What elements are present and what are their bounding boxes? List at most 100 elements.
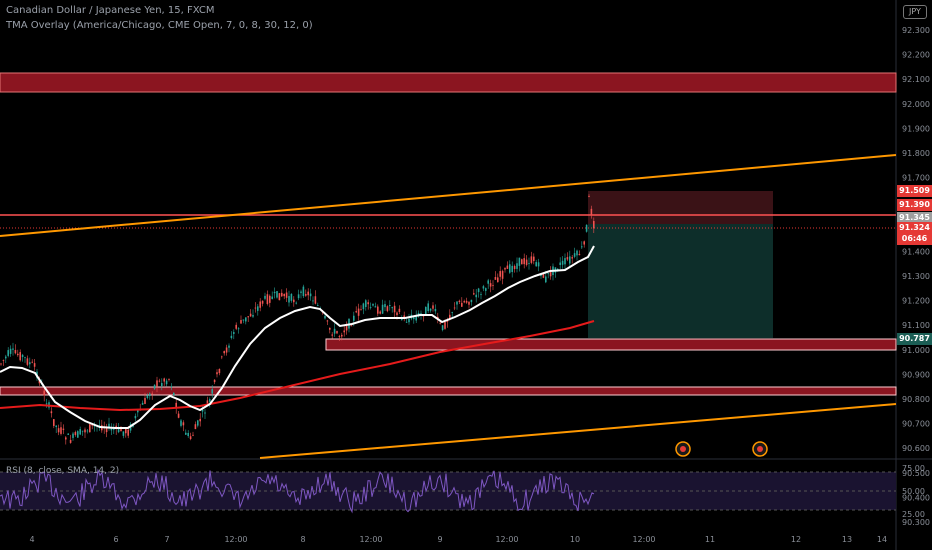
rsi-axis[interactable]: 75.00 50.00 25.00: [902, 464, 925, 519]
candle-body: [504, 268, 506, 270]
candle-body: [573, 253, 576, 257]
time-tick-label: 14: [877, 535, 887, 544]
countdown-timer: 06:46: [897, 233, 932, 245]
candle-body: [564, 258, 566, 265]
candle-body: [494, 277, 497, 280]
candle-body: [180, 420, 182, 426]
candle-body: [192, 434, 194, 436]
upper-trendline[interactable]: [0, 154, 897, 237]
candle-body: [24, 357, 26, 359]
candle-body: [314, 296, 317, 304]
candle-body: [470, 299, 473, 303]
candle-body: [113, 429, 115, 430]
candle-body: [7, 350, 9, 356]
price-tick-label: 91.300: [902, 272, 930, 281]
candle-body: [528, 263, 530, 264]
candle-body: [585, 224, 588, 232]
candle-body: [420, 313, 422, 315]
time-axis[interactable]: 4 6 7 12:00 8 12:00 9 12:00 10 12:00 11 12 13 14: [29, 535, 887, 544]
zone-top[interactable]: [0, 72, 897, 93]
candle-body: [468, 301, 470, 305]
candle-body: [194, 424, 197, 430]
candle-body: [249, 313, 252, 317]
candle-body: [588, 196, 590, 197]
stop-loss-zone[interactable]: [588, 191, 773, 224]
time-tick-label: 12:00: [632, 535, 655, 544]
candle-body: [429, 308, 432, 311]
candle-body: [398, 308, 401, 312]
candle-body: [50, 411, 53, 414]
candle-body: [377, 306, 379, 314]
zone-low[interactable]: [0, 386, 897, 396]
candle-body: [357, 308, 360, 316]
time-tick-label: 11: [705, 535, 715, 544]
candle-body: [149, 393, 151, 396]
event-marker[interactable]: [752, 441, 768, 457]
candle-body: [374, 306, 377, 308]
candle-body: [523, 258, 525, 265]
zone-mid[interactable]: [325, 338, 897, 351]
candle-body: [89, 424, 91, 433]
currency-badge[interactable]: JPY: [903, 5, 927, 19]
candle-body: [199, 418, 201, 422]
candle-body: [285, 292, 288, 298]
price-axis[interactable]: 92.300 92.200 92.100 92.000 91.900 91.800 91.7…: [902, 26, 930, 527]
candle-body: [125, 428, 127, 434]
candle-body: [230, 335, 233, 338]
candle-body: [201, 409, 204, 412]
candle-body: [165, 380, 168, 385]
candle-body: [257, 306, 259, 311]
time-tick-label: 12:00: [359, 535, 382, 544]
candle-body: [235, 324, 237, 329]
candle-body: [475, 294, 477, 298]
candle-body: [185, 432, 187, 435]
candle-body: [425, 306, 427, 315]
candle-body: [307, 291, 309, 296]
candle-body: [72, 433, 74, 438]
candle-body: [19, 352, 21, 361]
lower-trendline[interactable]: [259, 403, 897, 459]
candle-body: [53, 419, 55, 426]
candle-body: [473, 293, 475, 295]
candle-body: [389, 305, 391, 307]
rsi-line: [0, 468, 595, 514]
rsi-tick-label: 75.00: [902, 464, 925, 473]
candle-body: [372, 303, 374, 306]
take-profit-zone[interactable]: [588, 224, 773, 338]
candle-body: [60, 427, 62, 434]
candle-body: [525, 259, 528, 265]
candle-body: [237, 328, 240, 330]
candle-body: [583, 241, 585, 245]
rsi-pane[interactable]: [0, 468, 896, 514]
short-position-tool[interactable]: [588, 191, 773, 338]
candle-body: [223, 351, 225, 354]
candle-body: [240, 320, 242, 324]
candle-body: [283, 293, 285, 297]
price-tick-label: 91.400: [902, 247, 930, 256]
candle-body: [489, 283, 492, 287]
candle-body: [509, 264, 511, 273]
candle-body: [408, 318, 410, 323]
candle-body: [108, 423, 110, 428]
candle-body: [77, 431, 79, 438]
time-tick-label: 6: [113, 535, 118, 544]
event-marker[interactable]: [675, 441, 691, 457]
candle-body: [177, 413, 180, 418]
candle-body: [225, 347, 228, 353]
currency-badge-label: JPY: [909, 7, 921, 16]
time-tick-label: 7: [164, 535, 169, 544]
candle-body: [360, 309, 362, 311]
candlesticks: [0, 194, 595, 445]
candle-body: [62, 428, 65, 430]
supply-demand-zones[interactable]: [0, 72, 897, 396]
candle-body: [367, 302, 369, 305]
candle-body: [324, 316, 326, 319]
candle-body: [581, 246, 583, 248]
candle-body: [540, 275, 542, 277]
candle-body: [288, 296, 290, 303]
candle-body: [247, 316, 249, 318]
candle-body: [511, 265, 513, 272]
price-tag-target: 90.787: [897, 333, 932, 345]
candle-body: [571, 257, 573, 259]
